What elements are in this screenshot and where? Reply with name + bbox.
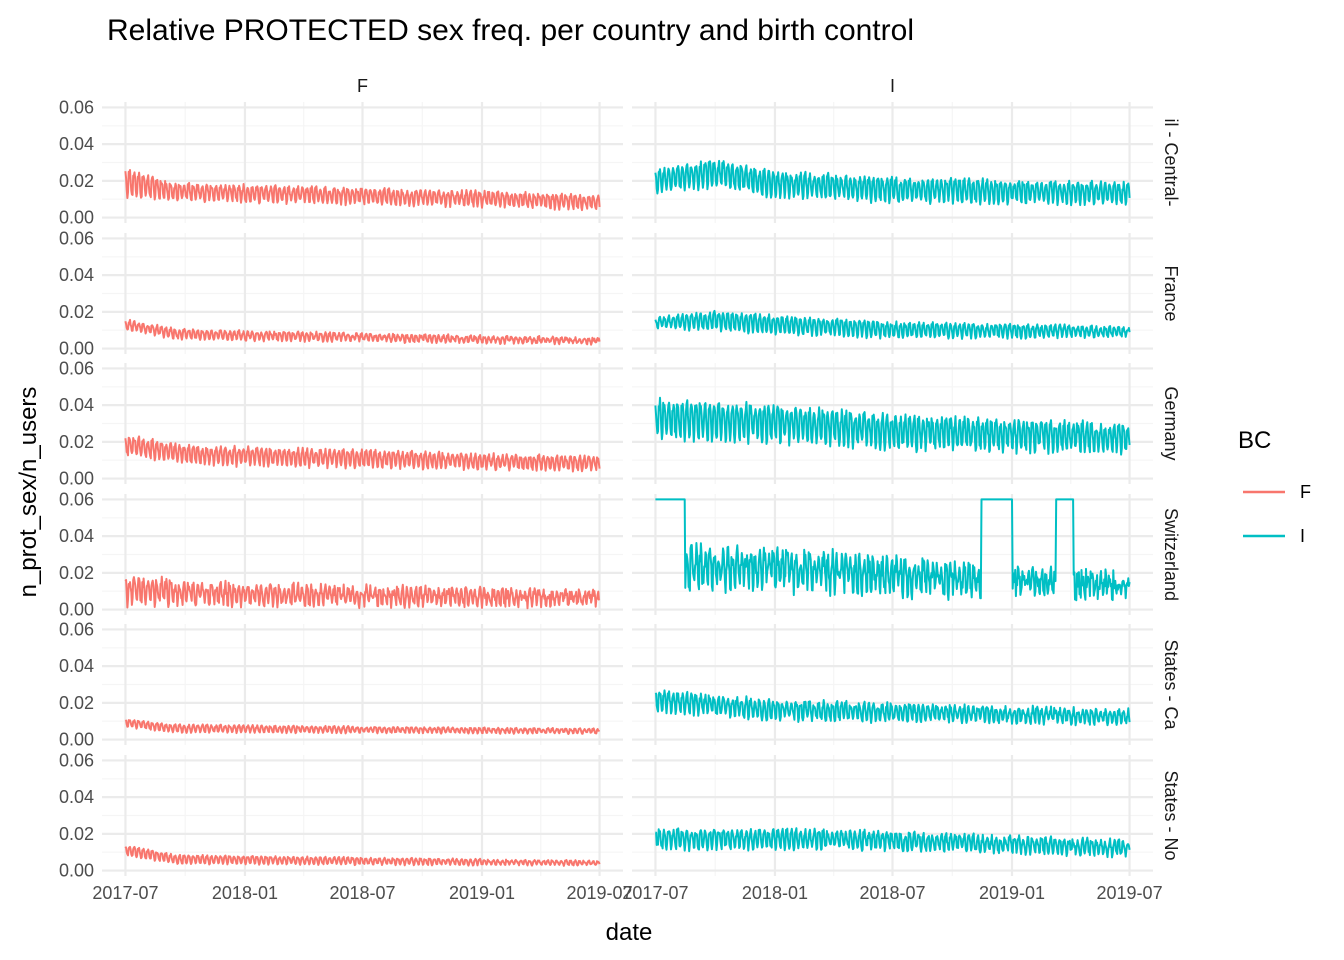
series-line (654, 159, 1131, 207)
facet-panel: 0.00 0.02 0.04 0.06 (59, 619, 623, 750)
legend-items: FI (1243, 482, 1311, 546)
y-tick-label: 0.04 (59, 526, 94, 546)
y-tick-label: 0.02 (59, 302, 94, 322)
facet-panel (632, 102, 1153, 223)
facet-panel: 0.00 0.02 0.04 0.06 2017-07 2018-01 2018-07 201… (59, 750, 633, 903)
y-tick-label: 0.02 (59, 563, 94, 583)
y-tick-label: 0.04 (59, 134, 94, 154)
chart-title: Relative PROTECTED sex freq. per country… (107, 14, 914, 47)
series-line (124, 719, 600, 735)
facet-strip: Germany (1161, 386, 1181, 460)
x-tick-label: 2019-07 (567, 883, 633, 903)
facet-panel (632, 233, 1153, 354)
legend-title: BC (1238, 427, 1271, 454)
row-strip-label: Germany (1161, 386, 1181, 460)
facet-panel: 0.00 0.02 0.04 0.06 (59, 228, 623, 359)
legend-item: I (1243, 526, 1305, 546)
facet-panel (632, 494, 1153, 615)
series-line (655, 827, 1131, 859)
series-line (654, 309, 1131, 340)
x-tick-label: 2019-07 (1097, 883, 1163, 903)
y-tick-label: 0.04 (59, 265, 94, 285)
facet-strip: il - Central- (1161, 118, 1181, 206)
series-line (654, 396, 1131, 456)
y-tick-label: 0.06 (59, 97, 94, 117)
facet-panel: 0.00 0.02 0.04 0.06 (59, 489, 623, 620)
facet-panel: 0.00 0.02 0.04 0.06 (59, 358, 623, 489)
legend-label: I (1300, 526, 1305, 546)
y-tick-label: 0.00 (59, 469, 94, 489)
series-line (124, 575, 601, 610)
y-tick-label: 0.02 (59, 693, 94, 713)
x-tick-label: 2019-01 (979, 883, 1045, 903)
legend: BC FI (1238, 427, 1311, 546)
y-tick-label: 0.04 (59, 656, 94, 676)
y-tick-label: 0.06 (59, 489, 94, 509)
facet-strip: States - Ca (1161, 639, 1181, 730)
x-axis-title: date (606, 919, 653, 946)
y-axis-title: n_prot_sex/n_users (15, 387, 42, 598)
legend-item: F (1243, 482, 1311, 502)
y-tick-label: 0.04 (59, 787, 94, 807)
x-tick-label: 2017-07 (92, 883, 158, 903)
series-line (124, 845, 601, 867)
series-line (655, 498, 1131, 602)
series-line (654, 689, 1131, 727)
y-tick-label: 0.00 (59, 339, 94, 359)
y-tick-label: 0.04 (59, 395, 94, 415)
y-tick-label: 0.00 (59, 208, 94, 228)
y-tick-label: 0.06 (59, 619, 94, 639)
x-tick-label: 2018-07 (859, 883, 925, 903)
x-tick-label: 2018-01 (742, 883, 808, 903)
y-tick-label: 0.00 (59, 600, 94, 620)
row-strip-label: States - No (1161, 770, 1181, 860)
facet-strip: Switzerland (1161, 508, 1181, 601)
row-strip-label: States - Ca (1161, 639, 1181, 730)
legend-label: F (1300, 482, 1311, 502)
y-tick-label: 0.02 (59, 171, 94, 191)
series-line (124, 318, 601, 346)
facet-strip: France (1161, 265, 1181, 321)
series-line (124, 169, 601, 212)
row-strip-label: France (1161, 265, 1181, 321)
y-tick-label: 0.06 (59, 228, 94, 248)
facet-panel: 2017-07 2018-01 2018-07 2019-01 2019-07 (622, 755, 1163, 903)
y-tick-label: 0.06 (59, 750, 94, 770)
y-tick-label: 0.06 (59, 358, 94, 378)
y-tick-label: 0.00 (59, 730, 94, 750)
facet-strip: States - No (1161, 770, 1181, 860)
y-tick-label: 0.02 (59, 824, 94, 844)
facet-panel (632, 624, 1153, 745)
x-tick-label: 2018-07 (329, 883, 395, 903)
column-strip-label: I (890, 76, 895, 96)
row-strip-label: il - Central- (1161, 118, 1181, 206)
y-tick-label: 0.00 (59, 861, 94, 881)
facet-panel (632, 363, 1153, 484)
facet-panel: 0.00 0.02 0.04 0.06 (59, 97, 623, 228)
row-strip-label: Switzerland (1161, 508, 1181, 601)
y-tick-label: 0.02 (59, 432, 94, 452)
x-tick-label: 2019-01 (449, 883, 515, 903)
column-strip-label: F (357, 76, 368, 96)
x-tick-label: 2017-07 (622, 883, 688, 903)
series-line (124, 435, 601, 473)
x-tick-label: 2018-01 (212, 883, 278, 903)
